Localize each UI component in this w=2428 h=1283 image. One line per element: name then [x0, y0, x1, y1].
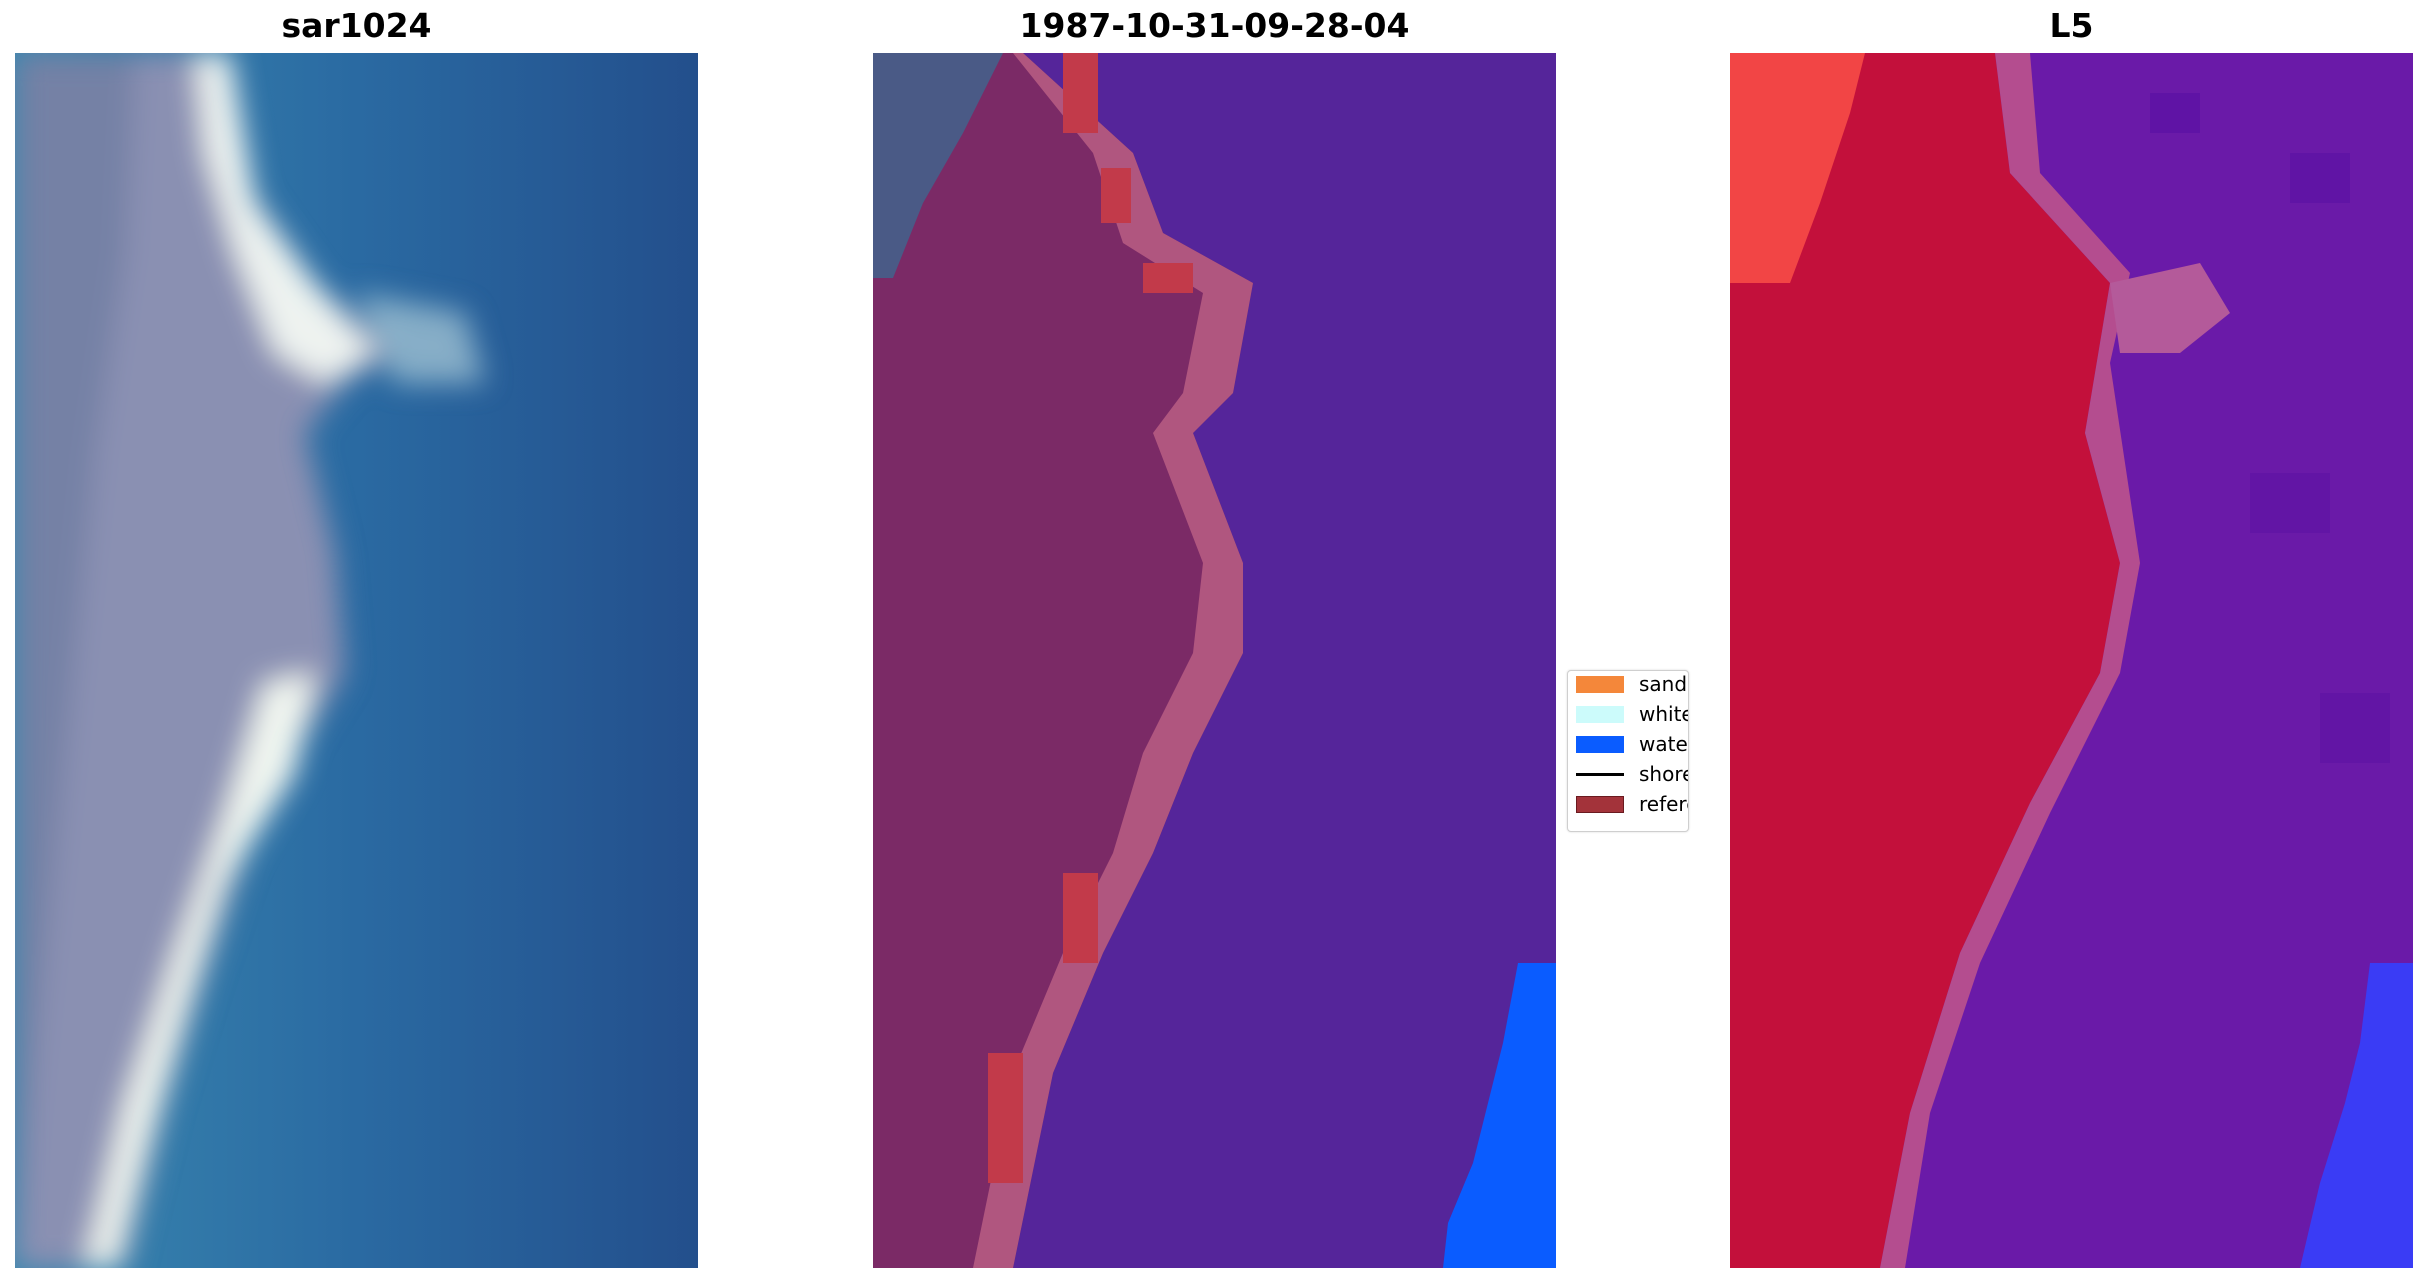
legend-item-reference: reference: [1576, 791, 1688, 817]
panel-title-date: 1987-10-31-09-28-04: [1019, 6, 1410, 45]
legend-swatch-whitewater: [1576, 705, 1624, 723]
legend-label-sand: sand: [1639, 672, 1688, 696]
legend-swatch-sand: [1576, 675, 1624, 693]
legend-label-water: water: [1639, 732, 1688, 756]
legend-swatch-water: [1576, 735, 1624, 753]
legend: sand whitewat water shoreline reference: [1567, 670, 1689, 832]
panel-title-sar1024: sar1024: [281, 6, 432, 45]
legend-label-whitewater: whitewat: [1639, 702, 1688, 726]
legend-item-shoreline: shoreline: [1576, 761, 1688, 787]
legend-swatch-reference: [1576, 795, 1624, 813]
classification-map: [873, 53, 1556, 1268]
legend-label-shoreline: shoreline: [1639, 762, 1688, 786]
rgb-satellite-image: [15, 53, 698, 1268]
index-map: [1730, 53, 2413, 1268]
legend-item-sand: sand: [1576, 671, 1687, 697]
legend-item-whitewater: whitewat: [1576, 701, 1688, 727]
legend-label-reference: reference: [1639, 792, 1688, 816]
legend-item-water: water: [1576, 731, 1688, 757]
legend-line-shoreline: [1576, 772, 1624, 776]
panel-title-l5: L5: [2049, 6, 2094, 45]
